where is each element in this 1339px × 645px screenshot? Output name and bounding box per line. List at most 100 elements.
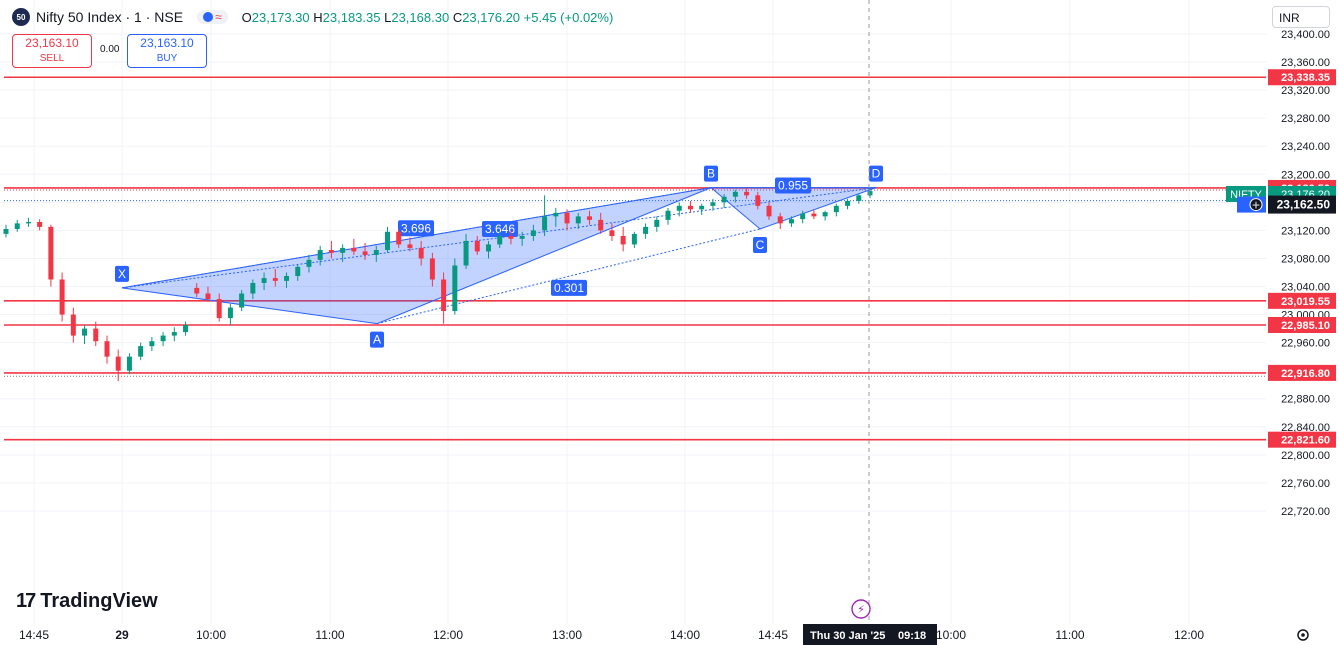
time-tick-label: 14:00 (670, 628, 700, 642)
pattern-ratio-label: 0.301 (551, 279, 587, 296)
symbol-title[interactable]: Nifty 50 Index · 1 · NSE (36, 9, 184, 25)
candle-body (687, 205, 693, 210)
candle-body (508, 236, 514, 239)
candle-body (37, 221, 43, 227)
sell-button[interactable]: 23,163.10 SELL (12, 34, 92, 68)
candle-body (407, 244, 413, 248)
nifty-logo-icon: 50 (12, 8, 30, 26)
pattern-point-label: D (872, 167, 881, 181)
crosshair-time-tag: Thu 30 Jan '25 09:18 (803, 624, 937, 645)
gear-outer (1297, 629, 1309, 641)
pattern-point-box (753, 236, 767, 253)
price-level-tag-text: 23,019.55 (1281, 296, 1330, 308)
pattern-point-box (370, 331, 384, 348)
candle-body (216, 299, 222, 319)
price-level-tag-bg (1268, 364, 1336, 381)
candle (542, 195, 548, 236)
candle-body (867, 191, 873, 196)
buy-button[interactable]: 23,163.10 BUY (127, 34, 207, 68)
buy-label: BUY (156, 53, 178, 64)
candle-body (631, 233, 637, 245)
candle (194, 282, 200, 298)
candle (104, 335, 110, 364)
candle-body (126, 356, 132, 371)
candle (755, 191, 761, 210)
time-tick-label: 11:00 (1055, 628, 1084, 642)
time-tick-label: 14:45 (758, 628, 788, 642)
pattern-point-box (869, 165, 883, 182)
candle-body (306, 259, 312, 267)
market-status-icon[interactable]: ≈ (197, 10, 228, 24)
candle (699, 203, 705, 215)
candle-body (272, 278, 278, 281)
pattern-ratio-text: 0.301 (554, 281, 584, 295)
candle-body (788, 219, 794, 224)
candle (609, 223, 615, 241)
candle (362, 243, 368, 260)
pattern-point-label: B (707, 167, 715, 181)
buy-price: 23,163.10 (140, 36, 194, 50)
candle (272, 268, 278, 287)
candle (250, 279, 256, 300)
candle-body (463, 240, 469, 266)
candle (441, 272, 447, 324)
price-tick-label: 23,320.00 (1281, 85, 1330, 97)
candle-body (721, 196, 727, 203)
candle (530, 224, 536, 241)
candle (48, 224, 54, 287)
candle-body (575, 216, 581, 224)
time-tick-label: 29 (115, 628, 129, 642)
pattern-point-x: X (115, 265, 129, 282)
candle-body (227, 307, 233, 319)
currency-select[interactable]: INR (1272, 6, 1330, 28)
candle (676, 202, 682, 217)
candle (856, 193, 862, 204)
price-level-tag-text: 22,916.80 (1281, 368, 1330, 380)
price-tick-label: 22,800.00 (1281, 450, 1330, 462)
price-level-tag: 22,916.80 (1268, 364, 1336, 381)
candle (822, 210, 828, 221)
candle-body (385, 231, 391, 251)
candle (598, 212, 604, 234)
candle-body (441, 279, 447, 312)
candle (429, 252, 435, 287)
candle (643, 223, 649, 239)
price-level-tag-bg (1268, 69, 1336, 86)
low-value: 23,168.30 (391, 9, 450, 25)
candle-body (553, 212, 559, 217)
crosshair-time-bg (803, 624, 937, 645)
candle-body (340, 247, 346, 253)
time-tick-label: 11:00 (315, 628, 344, 642)
open-value: 23,173.30 (251, 9, 310, 25)
candle-body (205, 293, 211, 300)
chart-header: 50 Nifty 50 Index · 1 · NSE ≈ O23,173.30… (0, 0, 613, 34)
candle (340, 244, 346, 262)
price-tick-label: 22,960.00 (1281, 338, 1330, 350)
tradingview-logo-icon: 17 (16, 590, 36, 612)
candle (407, 237, 413, 252)
chart-grid (0, 0, 1266, 624)
candle (115, 349, 121, 382)
high-value: 23,183.35 (322, 9, 381, 25)
candle (306, 254, 312, 273)
candle (485, 240, 491, 259)
candle-body (800, 213, 806, 220)
price-level-tag-text: 22,985.10 (1281, 320, 1330, 332)
candle (373, 245, 379, 262)
candle-body (25, 221, 31, 224)
candle-body (856, 195, 862, 201)
candle-body (362, 251, 368, 255)
price-level-tag-bg (1268, 431, 1336, 448)
price-level-tag: 22,985.10 (1268, 317, 1336, 334)
candle-body (14, 223, 20, 229)
candle (777, 212, 783, 229)
candle (766, 202, 772, 220)
add-alert-icon (1249, 198, 1263, 212)
pattern-ratio-text: 3.696 (401, 221, 431, 235)
pattern-point-b: B (704, 165, 718, 182)
candle (295, 264, 301, 281)
candle (317, 245, 323, 266)
crosshair-price-text: 23,162.50 (1277, 198, 1331, 212)
time-axis-bg (0, 624, 1339, 645)
